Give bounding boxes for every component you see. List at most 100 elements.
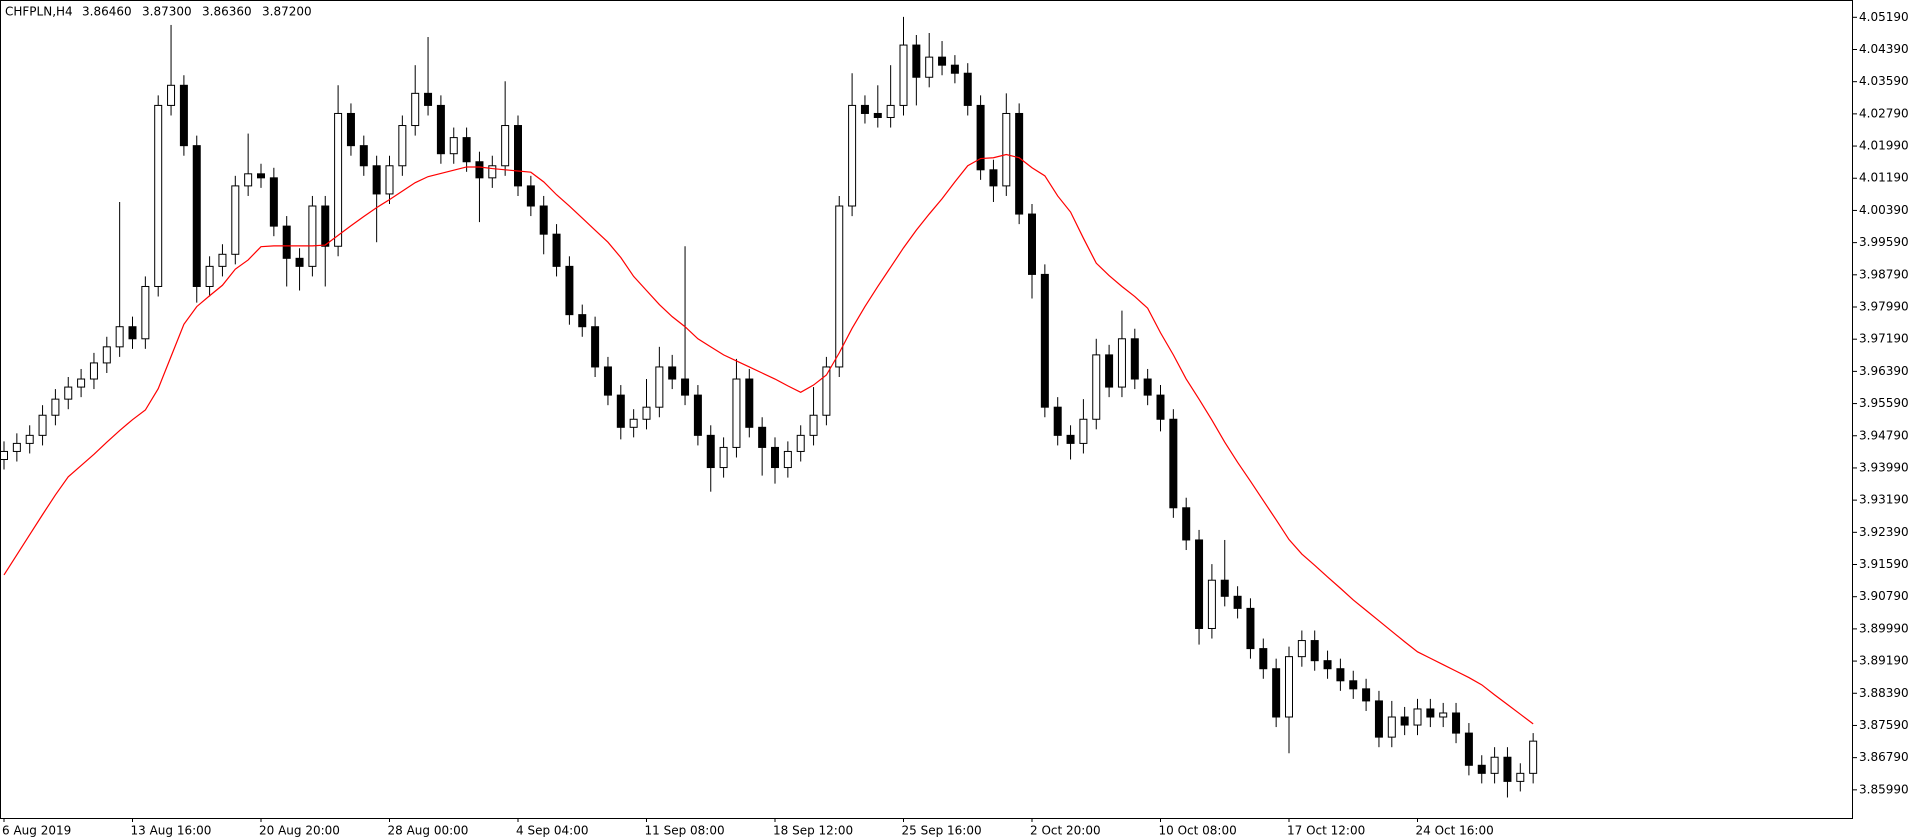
candle-body (1130, 338, 1139, 380)
candle-body (1323, 660, 1332, 670)
candle-body (1452, 712, 1461, 734)
y-tick-label: 3.89190 (1859, 654, 1909, 668)
candle-body (436, 104, 445, 155)
candle-body (732, 378, 741, 448)
candle-body (771, 446, 779, 469)
candle-body (822, 366, 831, 416)
y-tick-label: 3.95590 (1859, 396, 1909, 410)
candle-body (1259, 648, 1268, 670)
y-tick-label: 4.01190 (1859, 171, 1909, 185)
candle-body (642, 406, 651, 420)
candle-body (796, 434, 805, 452)
candle-body (1015, 112, 1024, 215)
y-tick-label: 4.03590 (1859, 74, 1909, 88)
x-tick-label: 6 Aug 2019 (2, 824, 71, 838)
candle-body (603, 366, 612, 396)
x-tick-label: 4 Sep 04:00 (516, 824, 588, 838)
candle-body (128, 326, 137, 340)
candle-body (848, 104, 857, 207)
candle-body (783, 450, 792, 469)
x-tick-label: 2 Oct 20:00 (1030, 824, 1101, 838)
candle-body (346, 112, 355, 147)
quote-label: 3.87200 (262, 5, 312, 19)
candle-body (950, 64, 959, 74)
x-tick-label: 17 Oct 12:00 (1287, 824, 1365, 838)
candle-body (758, 426, 767, 448)
candle-body (1464, 732, 1473, 766)
candle-body (1220, 579, 1229, 597)
candle-body (706, 434, 715, 469)
candle-body (552, 233, 561, 267)
y-tick-label: 3.99590 (1859, 235, 1909, 249)
candle-body (1362, 688, 1371, 702)
candle-body (154, 104, 163, 287)
candle-body (51, 398, 60, 416)
chart-title: CHFPLN,H4 (5, 5, 73, 19)
moving-average (3, 153, 1534, 725)
candle-body (359, 145, 368, 167)
candle-body (1285, 656, 1293, 718)
candle-body (424, 92, 433, 106)
candle-body (1105, 354, 1114, 388)
plot-frame (0, 0, 1853, 819)
y-tick-label: 4.05190 (1859, 10, 1909, 24)
candle-body (25, 434, 34, 444)
candle-body (1503, 756, 1512, 782)
candle-body (244, 173, 253, 187)
candle-body (526, 185, 535, 207)
candle-body (514, 125, 522, 187)
candle-body (1272, 668, 1281, 718)
candle-body (115, 326, 124, 348)
candle-body (1310, 640, 1319, 662)
candle-body (1195, 539, 1204, 629)
candle-body (873, 112, 882, 118)
candle-body (295, 257, 304, 267)
candle-body (1297, 640, 1306, 658)
candle-body (1092, 354, 1101, 420)
candle-body (1079, 418, 1088, 444)
candle-body (539, 205, 548, 235)
candle-body (102, 346, 111, 364)
candle-body (257, 173, 265, 179)
y-tick-label: 3.93190 (1859, 493, 1909, 507)
y-tick-label: 3.98790 (1859, 267, 1909, 281)
candle-body (462, 137, 471, 163)
candle-body (179, 84, 188, 147)
candle-body (398, 125, 407, 167)
candle-body (1207, 579, 1216, 629)
candle-body (0, 450, 8, 460)
x-tick-label: 20 Aug 20:00 (259, 824, 340, 838)
candle-body (308, 205, 317, 267)
y-tick-label: 3.96390 (1859, 364, 1909, 378)
candle-body (372, 165, 381, 195)
candle-body (719, 446, 728, 469)
candle-body (385, 165, 394, 195)
y-tick-label: 3.94790 (1859, 428, 1909, 442)
candle-body (860, 104, 869, 114)
candle-body (321, 205, 330, 247)
candle-body (231, 185, 240, 255)
candle-body (167, 84, 176, 106)
quote-label: 3.86460 (82, 5, 132, 19)
quote-label: 3.86360 (202, 5, 252, 19)
quote-label: 3.87300 (142, 5, 192, 19)
candle-body (334, 112, 343, 247)
y-tick-label: 4.00390 (1859, 203, 1909, 217)
x-tick-label: 10 Oct 08:00 (1159, 824, 1237, 838)
candle-body (218, 253, 227, 267)
candle-body (835, 205, 844, 368)
candle-body (1040, 273, 1049, 408)
candle-body (1336, 668, 1345, 682)
y-tick-label: 3.92390 (1859, 525, 1909, 539)
x-tick-label: 18 Sep 12:00 (773, 824, 853, 838)
candle-body (1413, 708, 1422, 726)
candle-body (668, 366, 677, 380)
candle-body (655, 366, 664, 408)
candle-body (1477, 764, 1486, 774)
candle-body (1169, 418, 1178, 509)
y-tick-label: 4.02790 (1859, 106, 1909, 120)
candle-body (629, 418, 638, 428)
candle-body (1529, 740, 1538, 774)
